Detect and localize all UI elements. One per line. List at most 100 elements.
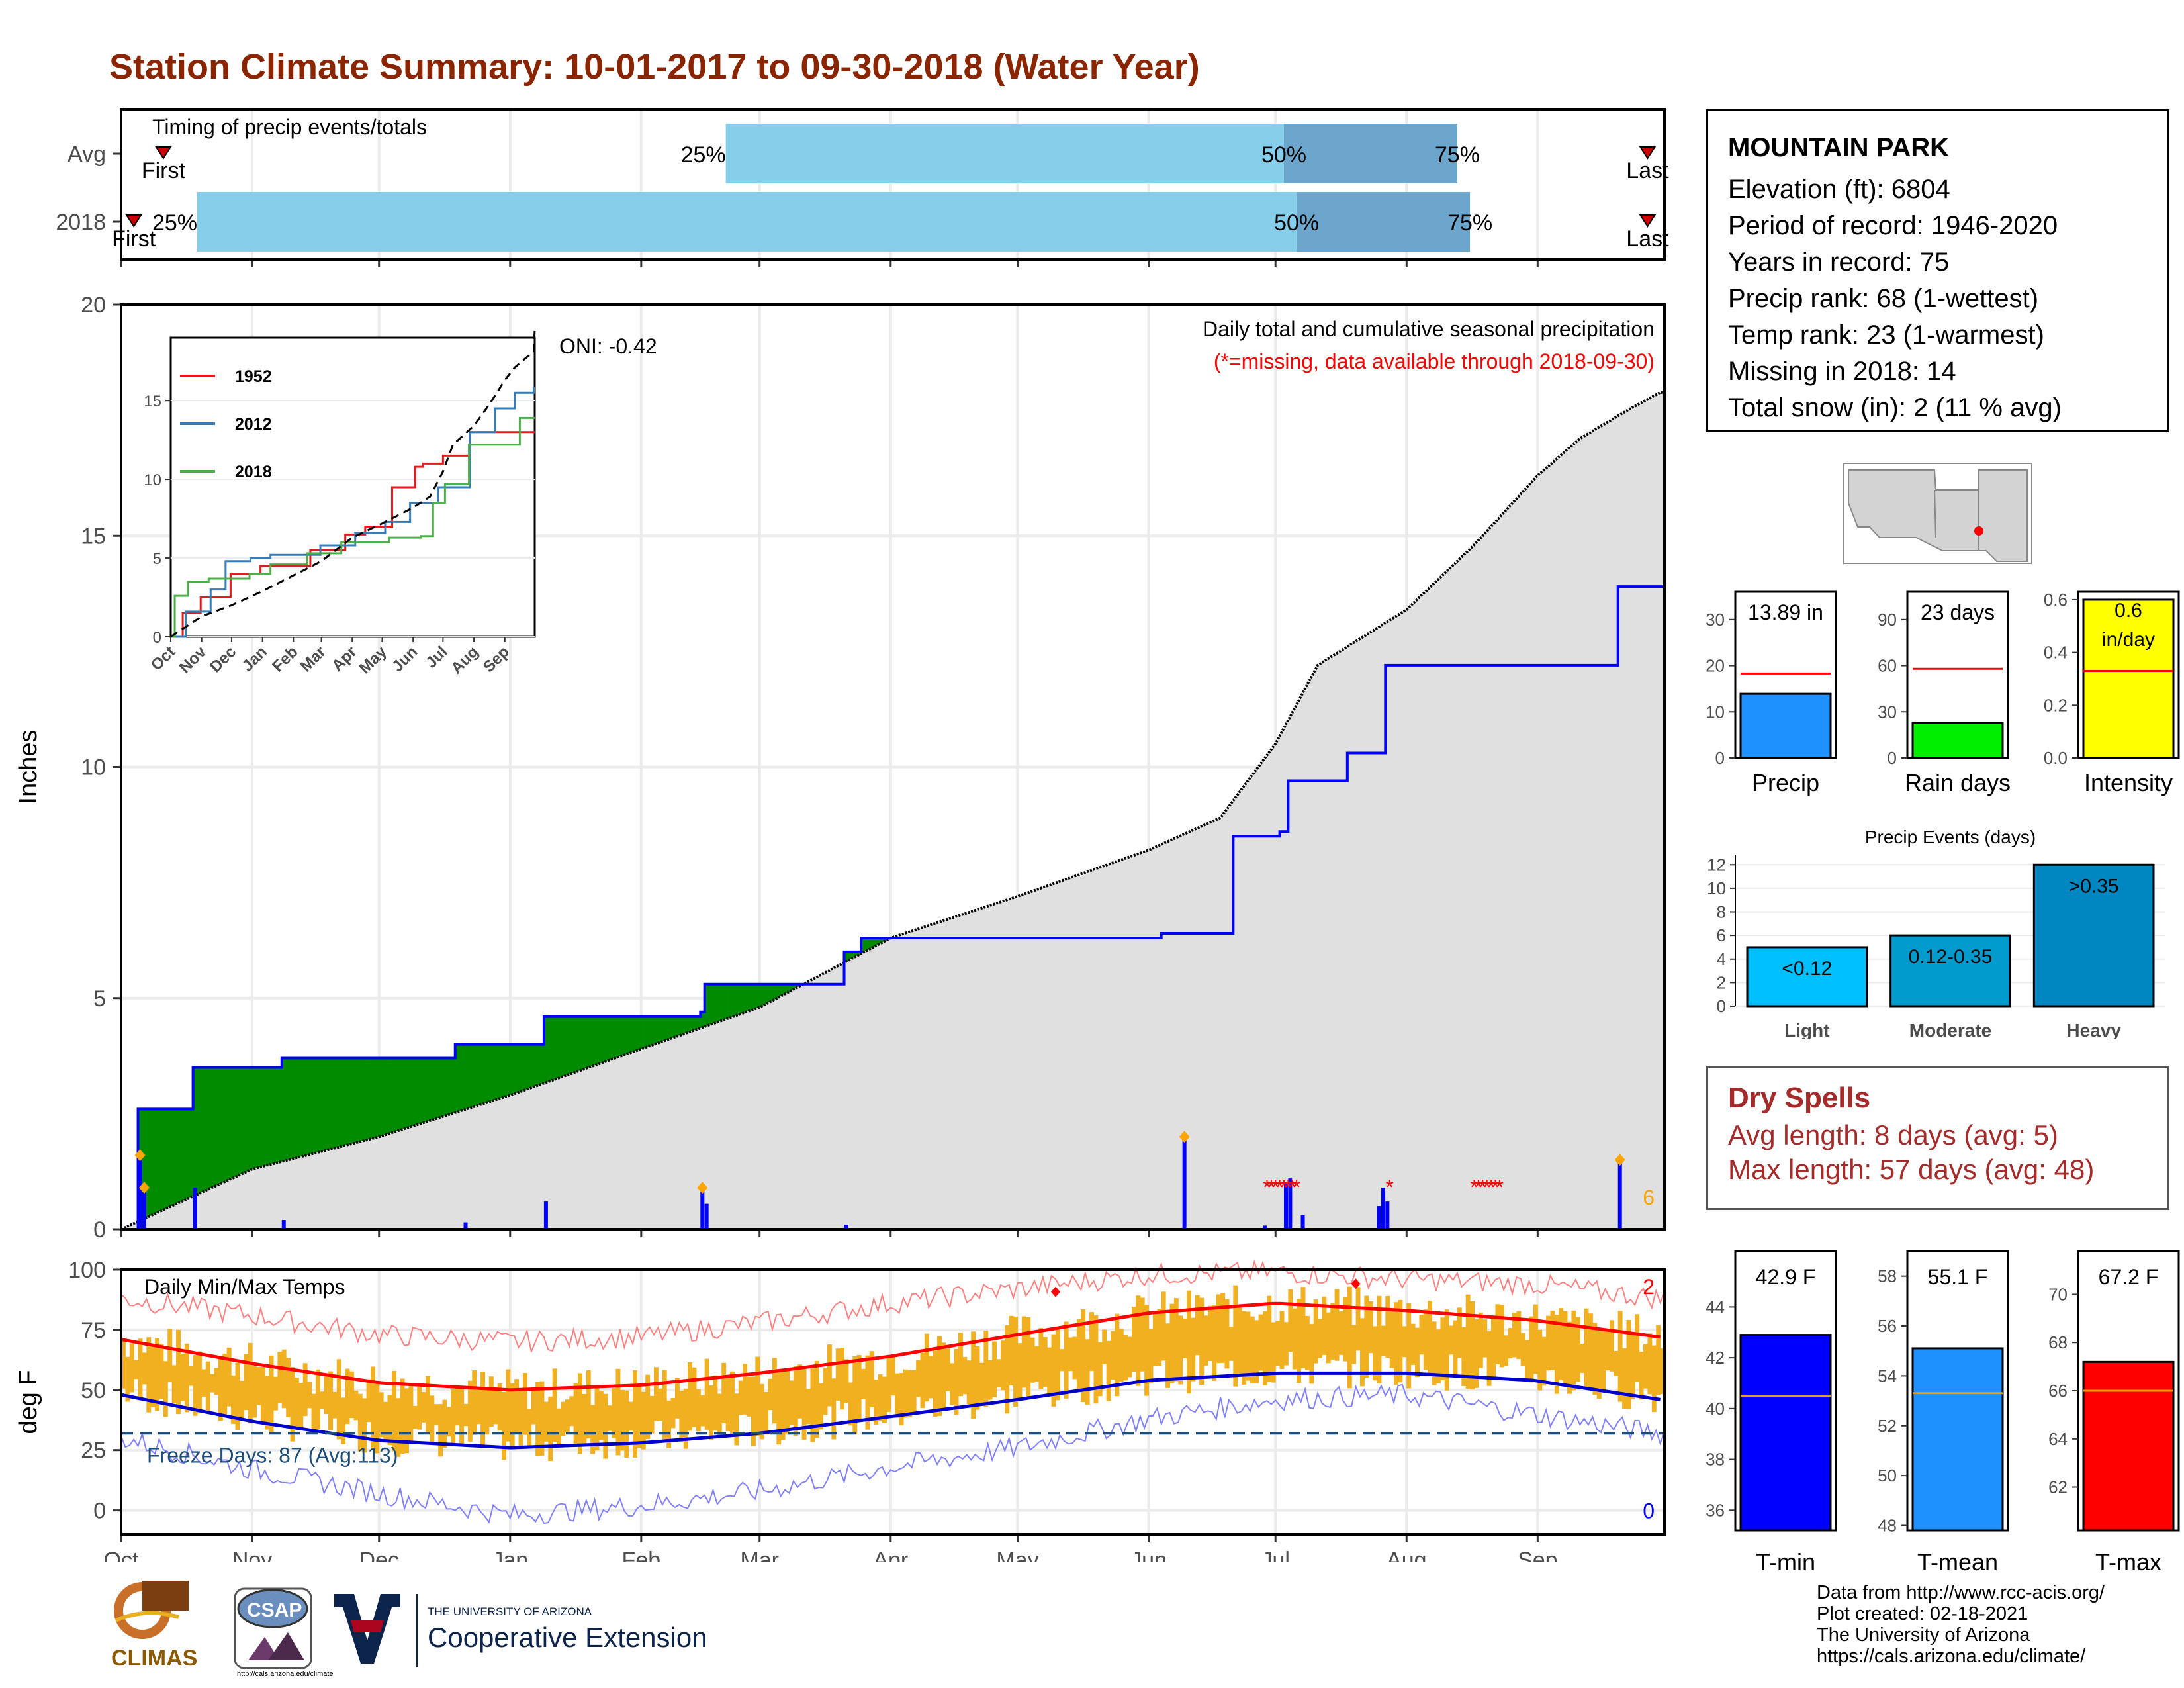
precip-surplus-band [286, 1058, 291, 1161]
precip-surplus-band [578, 1016, 583, 1072]
precip-daily-bar [281, 1220, 286, 1229]
summary-value-label: 67.2 F [2099, 1265, 2159, 1289]
temp-daily-range-bar [235, 1362, 240, 1430]
temp-daily-range-bar [734, 1393, 739, 1446]
precip-surplus-band [670, 1016, 676, 1039]
precip-surplus-band [184, 1109, 189, 1201]
precip-surplus-band [421, 1058, 426, 1124]
precip-surplus-band [375, 1058, 380, 1138]
temp-record-high-count: 2 [1643, 1275, 1655, 1299]
summary-y-tick-label: 40 [1706, 1399, 1725, 1419]
precip-surplus-band [189, 1109, 194, 1199]
precip-daily-bar [1288, 1178, 1293, 1229]
temp-daily-range-bar [713, 1375, 718, 1431]
precip-surplus-band [476, 1044, 481, 1106]
temp-daily-range-bar [1081, 1309, 1086, 1403]
temp-daily-range-bar [1115, 1313, 1120, 1397]
credit-plot-created: Plot created: 02-18-2021 [1817, 1603, 2028, 1624]
precip-surplus-band [472, 1044, 477, 1107]
temp-daily-range-bar [1330, 1303, 1336, 1360]
temp-daily-range-bar [1609, 1320, 1614, 1372]
timing-title: Timing of precip events/totals [152, 115, 427, 139]
temp-daily-range-bar [1157, 1309, 1162, 1366]
temp-record-high-marker [1050, 1286, 1060, 1297]
temp-daily-range-bar [1224, 1299, 1230, 1369]
temp-daily-range-bar [819, 1383, 824, 1430]
temp-daily-range-bar [759, 1383, 764, 1440]
temp-daily-range-bar [1525, 1340, 1530, 1382]
precip-surplus-band [408, 1058, 414, 1128]
precip-surplus-band [252, 1067, 257, 1170]
summary-y-tick-label: 90 [1878, 610, 1897, 630]
summary-y-tick-label: 66 [2048, 1381, 2068, 1401]
precip-surplus-band [222, 1067, 228, 1183]
precip-extreme-marker [1179, 1131, 1190, 1143]
precip-surplus-band [383, 1058, 388, 1136]
temp-daily-range-bar [615, 1368, 621, 1456]
summary-bar [1911, 1347, 2004, 1532]
temp-daily-range-bar [218, 1358, 223, 1421]
temp-daily-range-bar [210, 1374, 215, 1393]
location-map [1843, 463, 2032, 564]
summary-panel-label: T-mean [1917, 1548, 1998, 1575]
temp-avg-max-line [120, 1301, 1661, 1392]
inset-series-2012 [171, 387, 535, 638]
temp-record-high-marker [1351, 1278, 1361, 1289]
precip-surplus-band [349, 1058, 354, 1145]
precip-surplus-band [290, 1058, 295, 1160]
precip-surplus-band [683, 1016, 688, 1035]
temp-daily-range-bar [1195, 1295, 1200, 1356]
precip-surplus-band [624, 1016, 629, 1055]
precip-surplus-band [874, 937, 879, 947]
temp-y-tick-label: 0 [93, 1499, 106, 1524]
temp-daily-range-bar [260, 1366, 265, 1421]
temp-daily-range-bar [375, 1382, 380, 1454]
precip-surplus-band [433, 1058, 439, 1119]
temp-daily-range-bar [1009, 1315, 1014, 1385]
precip-surplus-band [302, 1058, 308, 1156]
temp-daily-range-bar [895, 1373, 900, 1418]
precip-surplus-band [176, 1109, 181, 1204]
temp-daily-range-bar [1064, 1321, 1069, 1399]
temp-daily-range-bar [755, 1356, 760, 1436]
precip-surplus-band [603, 1016, 608, 1062]
temp-daily-range-bar [768, 1378, 773, 1411]
precip-surplus-band [362, 1058, 367, 1141]
temp-daily-range-bar [387, 1395, 392, 1445]
inset-panel [169, 336, 536, 638]
temp-daily-range-bar [510, 1383, 515, 1448]
temp-daily-range-bar [751, 1376, 756, 1446]
temp-y-tick-label: 75 [81, 1318, 106, 1343]
precip-daily-bar [704, 1203, 709, 1229]
temp-daily-range-bar [1068, 1337, 1073, 1372]
summary-y-tick-label: 64 [2048, 1429, 2068, 1449]
temp-daily-range-bar [231, 1375, 236, 1424]
precip-surplus-band [565, 1016, 570, 1076]
precip-surplus-band [747, 984, 752, 1012]
temp-daily-range-bar [1267, 1295, 1272, 1383]
temp-x-tick-label: Aug [1387, 1548, 1427, 1562]
precip-surplus-band [607, 1016, 612, 1061]
temp-daily-range-bar [852, 1356, 858, 1434]
precip-surplus-band [776, 984, 782, 999]
precip-surplus-band [201, 1067, 206, 1193]
station-marker [1974, 526, 1983, 536]
temp-x-tick-label: Feb [622, 1548, 661, 1562]
precip-surplus-band [852, 951, 858, 959]
precip-surplus-band [197, 1067, 202, 1195]
temp-daily-range-bar [1169, 1303, 1175, 1383]
temp-x-tick-label: Apr [873, 1548, 908, 1562]
temp-daily-range-bar [159, 1344, 164, 1399]
precip-y-tick-label: 10 [81, 755, 106, 780]
temp-daily-range-bar [1389, 1311, 1394, 1368]
summary-value-label: 55.1 F [1928, 1265, 1988, 1289]
temp-daily-range-bar [1042, 1336, 1048, 1387]
precip-surplus-band [150, 1109, 156, 1216]
temp-daily-range-bar [442, 1399, 447, 1448]
precip-surplus-band [552, 1016, 557, 1080]
temp-daily-range-bar [1457, 1307, 1462, 1358]
temp-daily-range-bar [1140, 1297, 1145, 1372]
summary-y-tick-label: 0 [1715, 748, 1725, 768]
temp-daily-range-bar [1034, 1346, 1039, 1382]
temp-daily-range-bar [1495, 1304, 1500, 1364]
